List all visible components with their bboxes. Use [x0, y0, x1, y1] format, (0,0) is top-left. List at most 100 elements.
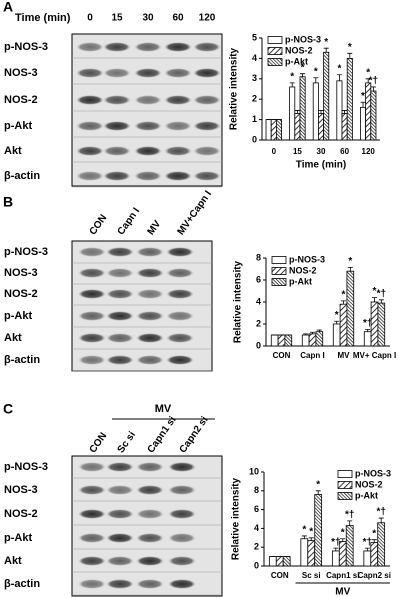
blot-band [193, 68, 221, 78]
blot-band [136, 579, 164, 589]
y-tick-label: 0 [252, 134, 257, 144]
blot-band [168, 462, 196, 472]
blot-header: MV [155, 403, 172, 415]
blot-band [106, 311, 134, 321]
bar [275, 119, 282, 141]
blot-band [136, 268, 164, 278]
error-bar [365, 329, 371, 332]
significance-label: * [348, 42, 352, 53]
blot-band [136, 533, 164, 543]
blot-band [193, 171, 221, 181]
blot-band [78, 333, 106, 343]
lane-label: MV+Capn I [176, 189, 215, 238]
bar [307, 540, 316, 567]
error-bar [323, 47, 329, 53]
y-tick-label: 6 [256, 274, 261, 284]
significance-label: * [361, 91, 365, 102]
blot-band [136, 462, 164, 472]
blot-band [164, 146, 192, 156]
blot-band [106, 533, 134, 543]
error-bar [301, 535, 307, 539]
legend-swatch [271, 256, 287, 264]
blot-band [134, 121, 162, 131]
blot-band [76, 146, 104, 156]
lane-label: CON [88, 431, 110, 456]
blot-band [106, 509, 134, 519]
y-tick-label: 2 [254, 542, 259, 552]
blot-band [106, 289, 134, 299]
bar [377, 302, 386, 347]
blot-band [76, 95, 104, 105]
lane-label: 30 [142, 13, 154, 24]
bar [331, 550, 340, 567]
bar [363, 331, 372, 347]
legend-swatch [337, 481, 353, 489]
significance-label: * [348, 256, 352, 267]
blot-band [168, 556, 196, 566]
row-label: NOS-2 [4, 288, 38, 300]
significance-label: *† [377, 288, 386, 299]
significance-label: * [373, 286, 377, 297]
bar [268, 556, 277, 567]
blot-band [78, 268, 106, 278]
x-tick-label: MV [338, 351, 351, 360]
significance-label: *† [363, 318, 372, 329]
row-label: NOS-2 [4, 508, 38, 520]
x-axis-label: Time (min) [296, 160, 346, 171]
blot-band [106, 355, 134, 365]
row-label: p-Akt [4, 120, 32, 132]
significance-label: * [290, 72, 294, 83]
significance-label: * [372, 528, 376, 539]
y-tick-label: 4 [256, 296, 261, 306]
bar [336, 80, 343, 141]
lane-label: Sc si [116, 430, 139, 456]
lane-label: MV [146, 218, 164, 237]
y-axis-label: Relative intensity [229, 47, 240, 130]
error-bar [303, 333, 309, 335]
blot-band [166, 247, 194, 257]
x-tick-label: 30 [317, 147, 326, 156]
lane-label: Capn I [116, 206, 143, 238]
bar [312, 82, 319, 141]
blot-band [106, 247, 134, 257]
blot-band [134, 95, 162, 105]
legend-label: p-NOS-3 [289, 254, 325, 264]
significance-label: * [316, 479, 320, 490]
bar [323, 51, 330, 141]
error-bar [333, 547, 339, 551]
lane-label: CON [88, 213, 110, 238]
bar [346, 270, 355, 347]
y-axis-label: Relative intensity [231, 477, 242, 560]
x-tick-label: MV+ Capn I [353, 351, 396, 360]
bar [300, 538, 309, 567]
y-tick-label: 8 [256, 252, 261, 262]
legend-label: NOS-2 [355, 479, 383, 489]
legend-swatch [267, 36, 283, 44]
blot-band [164, 121, 192, 131]
row-label: NOS-3 [4, 484, 38, 496]
blot-band [106, 462, 134, 472]
legend-swatch [267, 58, 283, 66]
bar [315, 331, 324, 347]
error-bar [378, 517, 384, 523]
bar [308, 333, 317, 347]
significance-label: * [342, 290, 346, 301]
blot-band [78, 556, 106, 566]
blot-band [78, 247, 106, 257]
y-tick-label: 1 [252, 114, 257, 124]
row-label: Akt [4, 332, 22, 344]
significance-label: * [366, 67, 370, 78]
x-tick-label: 0 [272, 147, 277, 156]
error-bar [372, 297, 377, 302]
row-label: Akt [4, 555, 22, 567]
legend-label: p-Akt [285, 56, 308, 66]
error-bar [310, 331, 315, 334]
blot-band [166, 355, 194, 365]
bar [282, 556, 291, 567]
bar [294, 113, 301, 141]
blot-band [134, 68, 162, 78]
y-tick-label: 8 [254, 485, 259, 495]
blot-band [193, 95, 221, 105]
blot-band [78, 485, 106, 495]
significance-label: * [337, 63, 341, 74]
